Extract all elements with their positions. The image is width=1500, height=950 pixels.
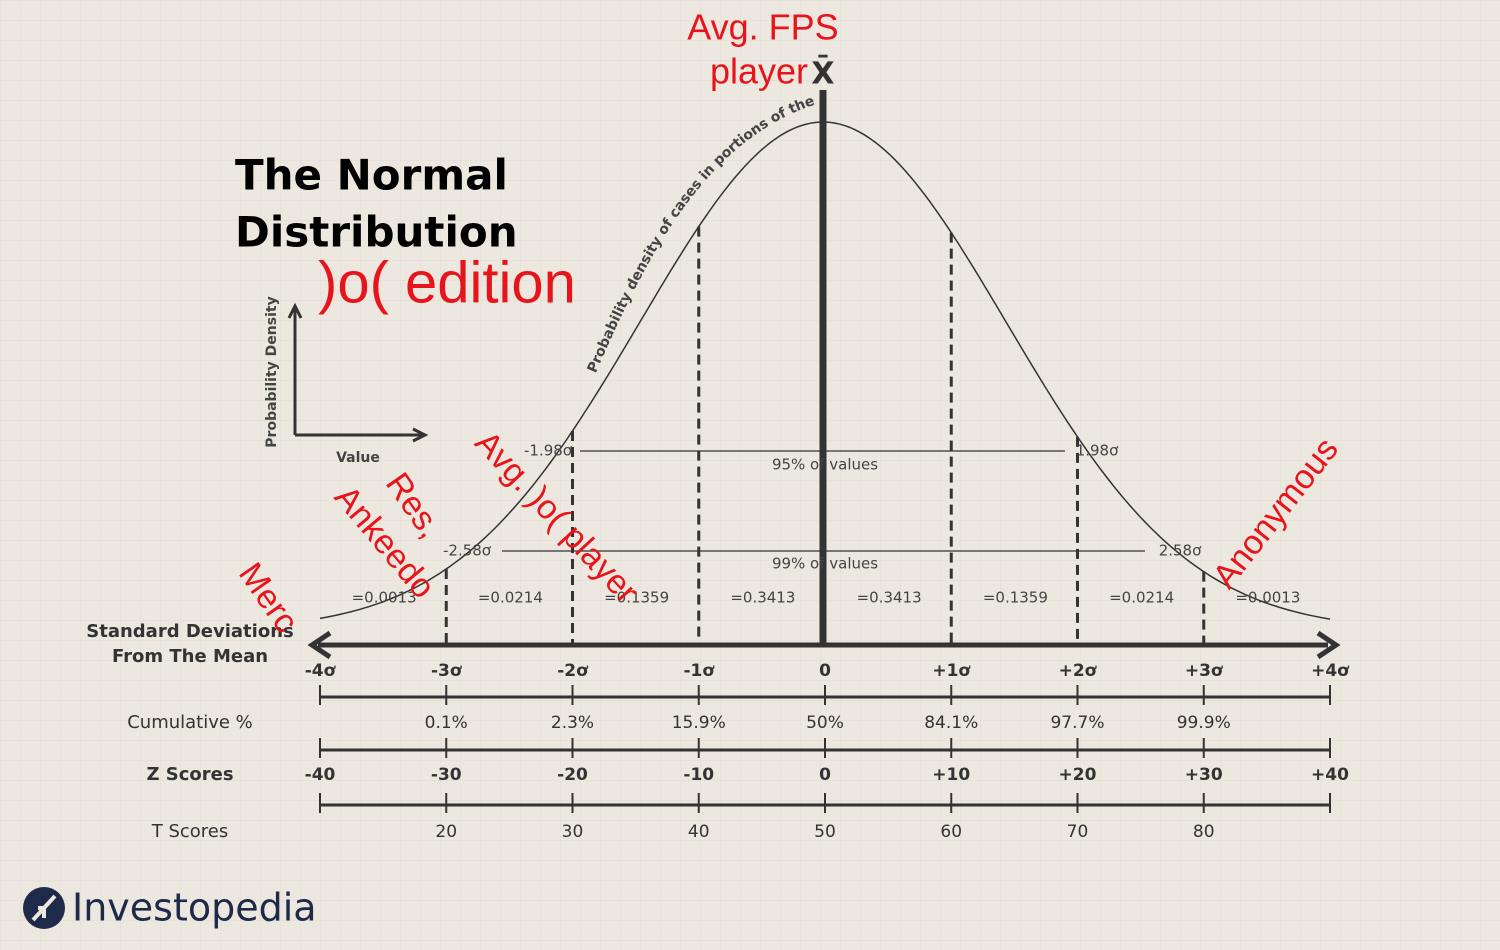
row-cell: -40 (305, 765, 336, 785)
row-cell: 50 (814, 822, 836, 842)
proportion: =0.0214 (1109, 589, 1174, 607)
proportion: =0.1359 (983, 589, 1048, 607)
title: The Normal (235, 151, 508, 200)
mean-label: player (710, 51, 808, 92)
axis (307, 630, 1341, 660)
row-cell: +40 (1311, 765, 1349, 785)
row-label: Z Scores (146, 764, 233, 785)
row-label: Cumulative % (127, 712, 253, 733)
row-cell: -20 (557, 765, 588, 785)
row-cell: 97.7% (1050, 713, 1104, 733)
title: Distribution (235, 208, 518, 257)
interval-left: -1.98ơ (524, 442, 573, 460)
proportion: =0.1359 (604, 589, 669, 607)
interval-left: -2.58ơ (443, 542, 492, 560)
proportion: =0.0013 (352, 589, 417, 607)
proportion: =0.0214 (478, 589, 543, 607)
interval-right: 1.98ơ (1076, 442, 1119, 460)
logo-mark (31, 894, 57, 922)
row-cell: 50% (806, 713, 844, 733)
proportion: =0.3413 (730, 589, 795, 607)
row-cell: +3ơ (1185, 661, 1224, 681)
row-cell: -10 (683, 765, 714, 785)
row-label: Standard Deviations (86, 621, 293, 642)
row-cell: +30 (1185, 765, 1223, 785)
row-cell: +2ơ (1059, 661, 1098, 681)
axis-icon (287, 302, 429, 443)
row-cell: 40 (688, 822, 710, 842)
interval-label: 99% of values (772, 555, 878, 573)
axis-icon-y: Probability Density (264, 296, 280, 447)
row-label: From The Mean (112, 646, 268, 667)
row-cell: 20 (435, 822, 457, 842)
mean-label: Avg. FPS (687, 7, 838, 48)
row-cell: 80 (1193, 822, 1215, 842)
row-cell: 70 (1067, 822, 1089, 842)
logo: Investopedia (72, 886, 317, 930)
row-cell: 0 (819, 661, 831, 681)
row-cell: +10 (932, 765, 970, 785)
row-cell: 84.1% (924, 713, 978, 733)
row-cell: 99.9% (1177, 713, 1231, 733)
row-cell: 15.9% (672, 713, 726, 733)
row-cell: -30 (431, 765, 462, 785)
row-cell: -4ơ (305, 661, 337, 681)
row-cell: +1ơ (932, 661, 971, 681)
row-cell: 60 (940, 822, 962, 842)
row-cell: -1ơ (683, 661, 715, 681)
subtitle: )o( edition (318, 250, 576, 315)
row-cell: 30 (562, 822, 584, 842)
row-cell: 0.1% (425, 713, 468, 733)
mean-symbol: X̄ (811, 55, 834, 91)
row-cell: -3ơ (431, 661, 463, 681)
row-cell: 2.3% (551, 713, 594, 733)
row-cell: -2ơ (557, 661, 589, 681)
interval-right: 2.58ơ (1159, 542, 1202, 560)
interval-label: 95% of values (772, 456, 878, 474)
axis-icon-x: Value (336, 450, 380, 466)
proportion: =0.3413 (857, 589, 922, 607)
row-cell: 0 (819, 765, 831, 785)
row-cell: +20 (1059, 765, 1097, 785)
row-cell: +4ơ (1311, 661, 1350, 681)
proportion: =0.0013 (1235, 589, 1300, 607)
row-label: T Scores (151, 821, 229, 842)
